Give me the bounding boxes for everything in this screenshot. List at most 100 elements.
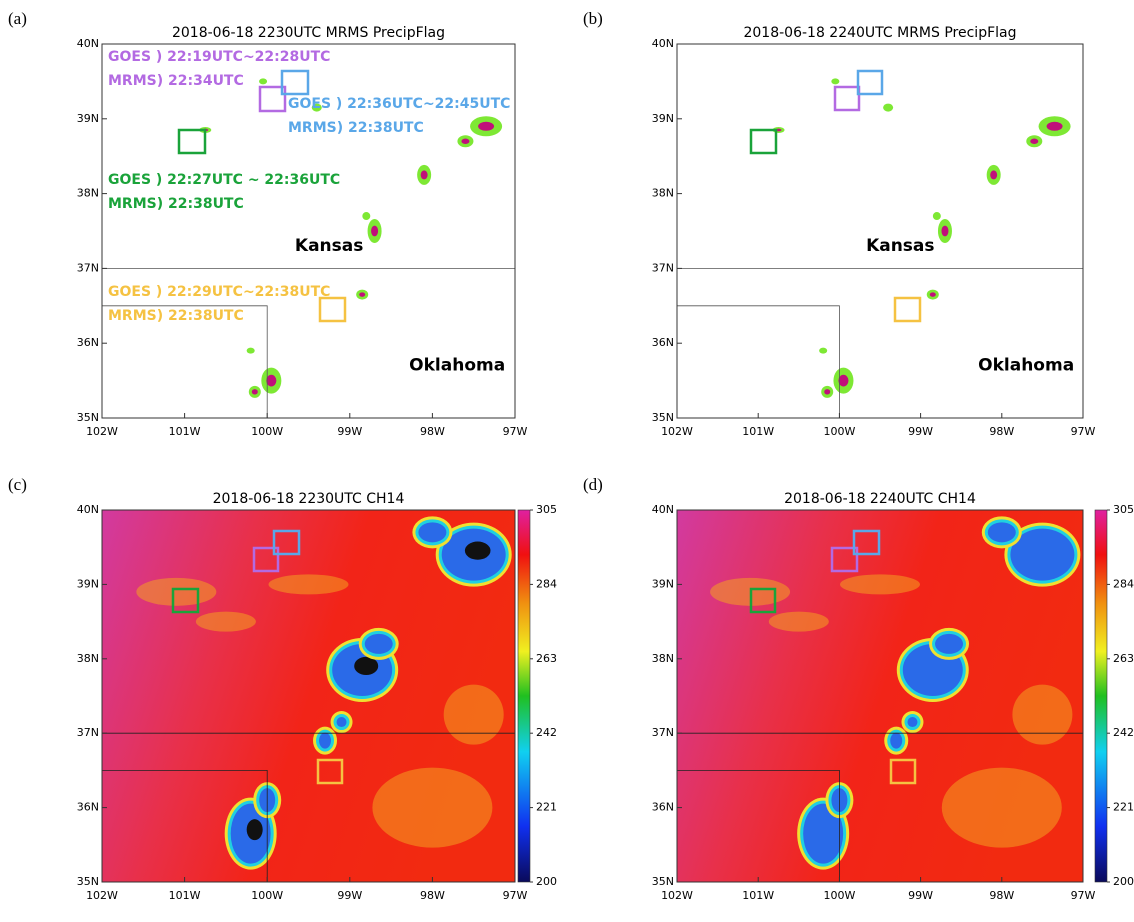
cloud (337, 717, 347, 727)
precip-core (990, 170, 997, 179)
warm-patch (1012, 685, 1072, 745)
annotation: GOES ) 22:36UTC~22:45UTC (288, 96, 510, 112)
precip-area (819, 348, 827, 354)
lon-tick-label: 98W (989, 889, 1014, 902)
cloud (890, 733, 902, 749)
annotation: GOES ) 22:27UTC ~ 22:36UTC (108, 172, 340, 188)
colorbar-tick-label: 305 (1113, 503, 1134, 516)
lon-tick-label: 98W (420, 425, 445, 438)
precip-core (359, 292, 365, 297)
cloud (365, 634, 393, 654)
cloud (907, 717, 917, 727)
precip-area (883, 104, 893, 112)
precip-core (930, 292, 936, 297)
figure: (a)2018-06-18 2230UTC MRMS PrecipFlag40N… (0, 0, 1134, 922)
annotation: GOES ) 22:29UTC~22:38UTC (108, 284, 330, 300)
cloud (988, 522, 1016, 542)
lat-tick-label: 38N (652, 187, 674, 200)
precip-area (362, 212, 370, 220)
map-panel (102, 510, 533, 882)
cloud (418, 522, 446, 542)
lat-tick-label: 36N (77, 801, 99, 814)
lat-tick-label: 39N (652, 577, 674, 590)
colorbar-tick-label: 221 (536, 801, 557, 814)
precip-area (831, 78, 839, 84)
lon-tick-label: 98W (420, 889, 445, 902)
lat-tick-label: 37N (652, 261, 674, 274)
lon-tick-label: 97W (1071, 889, 1096, 902)
colorbar-tick-label: 284 (1113, 577, 1134, 590)
lon-tick-label: 99W (908, 425, 933, 438)
cold-core (247, 819, 263, 840)
lat-tick-label: 40N (77, 37, 99, 50)
warm-patch (942, 768, 1062, 848)
map-panel (677, 510, 1110, 882)
panel-title: 2018-06-18 2240UTC CH14 (784, 491, 976, 507)
lat-tick-label: 38N (77, 187, 99, 200)
precip-core (371, 226, 378, 237)
lat-tick-label: 35N (652, 875, 674, 888)
cloud (935, 634, 963, 654)
cold-core (465, 542, 491, 560)
panel-letter: (c) (8, 475, 27, 494)
annotation: MRMS) 22:38UTC (108, 196, 244, 212)
annotation: GOES ) 22:19UTC~22:28UTC (108, 49, 330, 65)
warm-patch (840, 574, 920, 594)
precip-core (838, 375, 848, 387)
panel-letter: (b) (583, 9, 603, 28)
cloud (319, 733, 331, 749)
state-label: Kansas (866, 236, 934, 256)
state-label: Kansas (295, 236, 363, 256)
lon-tick-label: 101W (169, 889, 201, 902)
lat-tick-label: 37N (652, 726, 674, 739)
lat-tick-label: 38N (652, 652, 674, 665)
precip-core (421, 170, 428, 179)
lat-tick-label: 40N (652, 37, 674, 50)
annotation: MRMS) 22:38UTC (108, 308, 244, 324)
lon-tick-label: 102W (661, 889, 693, 902)
warm-patch (444, 685, 504, 745)
warm-patch (136, 578, 216, 606)
precip-area (933, 212, 941, 220)
lon-tick-label: 97W (503, 889, 528, 902)
lat-tick-label: 39N (652, 112, 674, 125)
lon-tick-label: 102W (86, 889, 118, 902)
warm-patch (196, 612, 256, 632)
lat-tick-label: 36N (652, 801, 674, 814)
lon-tick-label: 102W (661, 425, 693, 438)
lon-tick-label: 99W (908, 889, 933, 902)
colorbar-tick-label: 242 (536, 726, 557, 739)
lon-tick-label: 99W (337, 889, 362, 902)
lon-tick-label: 101W (742, 425, 774, 438)
lat-tick-label: 40N (77, 503, 99, 516)
precip-core (266, 375, 276, 387)
precip-core (1047, 122, 1063, 131)
colorbar-tick-label: 200 (536, 875, 557, 888)
warm-patch (769, 612, 829, 632)
lat-tick-label: 40N (652, 503, 674, 516)
warm-patch (269, 574, 349, 594)
cold-core (354, 657, 378, 675)
annotation: MRMS) 22:34UTC (108, 73, 244, 89)
lat-tick-label: 35N (652, 411, 674, 424)
lat-tick-label: 36N (652, 336, 674, 349)
precip-area (247, 348, 255, 354)
panel-title: 2018-06-18 2240UTC MRMS PrecipFlag (743, 25, 1016, 41)
lat-tick-label: 39N (77, 112, 99, 125)
lon-tick-label: 97W (503, 425, 528, 438)
lon-tick-label: 101W (742, 889, 774, 902)
lat-tick-label: 35N (77, 411, 99, 424)
annotation: MRMS) 22:38UTC (288, 120, 424, 136)
lon-tick-label: 100W (823, 889, 855, 902)
state-label: Oklahoma (978, 356, 1074, 376)
lon-tick-label: 98W (989, 425, 1014, 438)
lon-tick-label: 100W (823, 425, 855, 438)
precip-core (461, 139, 469, 144)
lon-tick-label: 101W (169, 425, 201, 438)
state-label: Oklahoma (409, 356, 505, 376)
lat-tick-label: 35N (77, 875, 99, 888)
panel-letter: (a) (8, 9, 27, 28)
lat-tick-label: 37N (77, 261, 99, 274)
panel-letter: (d) (583, 475, 603, 494)
colorbar-tick-label: 263 (1113, 652, 1134, 665)
